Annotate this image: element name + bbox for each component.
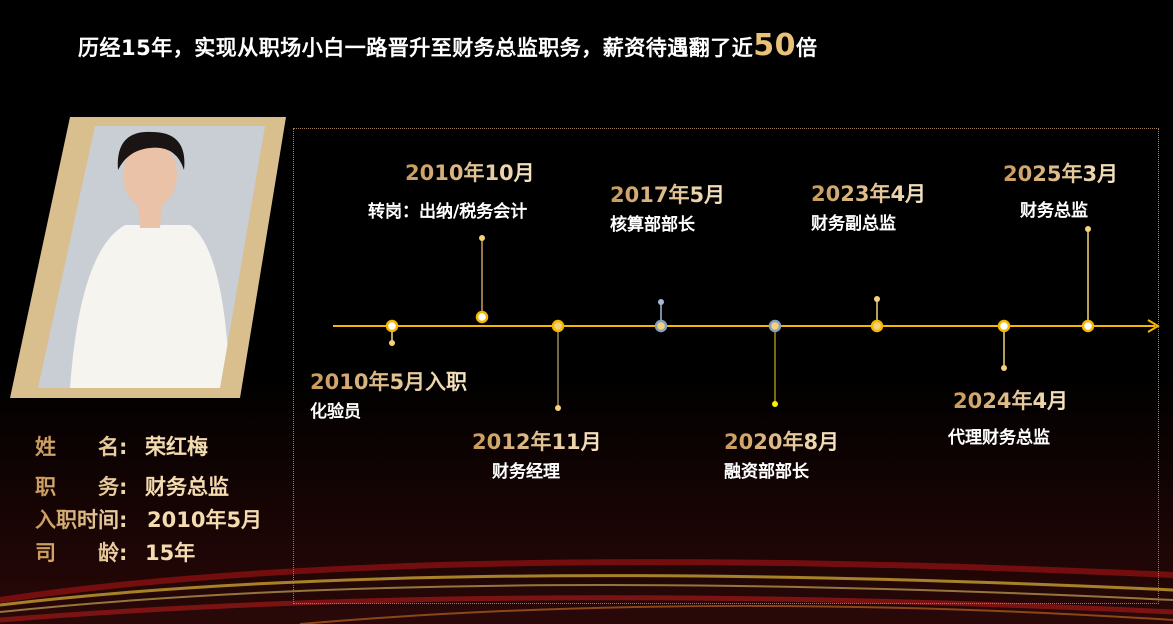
milestone-node [997, 319, 1011, 333]
profile-row-position: 职 务: 财务总监 [35, 471, 229, 501]
milestone-date: 2025年3月 [1003, 158, 1118, 188]
milestone-date: 2024年4月 [953, 385, 1068, 415]
milestone-role: 财务副总监 [811, 214, 896, 234]
milestone-date: 2012年11月 [472, 426, 602, 456]
milestone-role: 代理财务总监 [948, 428, 1050, 448]
milestone-dot [479, 235, 485, 241]
title-text: 历经15年，实现从职场小白一路晋升至财务总监职务，薪资待遇翻了近 [78, 36, 754, 60]
title-highlight: 50 [753, 28, 796, 63]
milestone-date: 2020年8月 [724, 426, 839, 456]
milestone-node [475, 310, 489, 324]
profile-row-join-date: 入职时间: 2010年5月 [35, 504, 262, 534]
milestone-role: 财务总监 [1020, 201, 1088, 221]
milestone-dot [389, 340, 395, 346]
label: 司 龄: [35, 537, 145, 567]
milestone-role: 转岗：出纳/税务会计 [368, 202, 528, 222]
milestone-dot [772, 401, 778, 407]
milestone-role: 化验员 [310, 402, 361, 422]
milestone-date: 2010年10月 [405, 157, 535, 187]
profile-row-tenure: 司 龄: 15年 [35, 537, 195, 567]
value: 荣红梅 [145, 435, 208, 459]
milestone-dot [555, 405, 561, 411]
title-suffix: 倍 [795, 36, 818, 60]
label: 职 务: [35, 471, 145, 501]
milestone-node [654, 319, 668, 333]
value: 2010年5月 [147, 508, 263, 532]
milestone-dot [658, 299, 664, 305]
arrow-icon [1147, 319, 1160, 333]
milestone-date: 2023年4月 [811, 178, 926, 208]
value: 15年 [145, 541, 196, 565]
milestone-node [385, 319, 399, 333]
page-title: 历经15年，实现从职场小白一路晋升至财务总监职务，薪资待遇翻了近50倍 [78, 28, 817, 63]
milestone-dot [874, 296, 880, 302]
milestone-role: 核算部部长 [610, 215, 695, 235]
value: 财务总监 [145, 475, 229, 499]
profile-row-name: 姓 名: 荣红梅 [35, 431, 208, 461]
label: 入职时间: [35, 504, 147, 534]
milestone-node [551, 319, 565, 333]
milestone-role: 财务经理 [492, 462, 560, 482]
milestone-dot [1085, 226, 1091, 232]
milestone-dot [1001, 365, 1007, 371]
milestone-role: 融资部部长 [724, 462, 809, 482]
timeline-frame [293, 128, 1159, 604]
milestone-node [870, 319, 884, 333]
profile-photo [10, 117, 286, 398]
label: 姓 名: [35, 431, 145, 461]
milestone-node [768, 319, 782, 333]
milestone-node [1081, 319, 1095, 333]
milestone-date: 2017年5月 [610, 179, 725, 209]
milestone-date: 2010年5月入职 [310, 366, 467, 396]
